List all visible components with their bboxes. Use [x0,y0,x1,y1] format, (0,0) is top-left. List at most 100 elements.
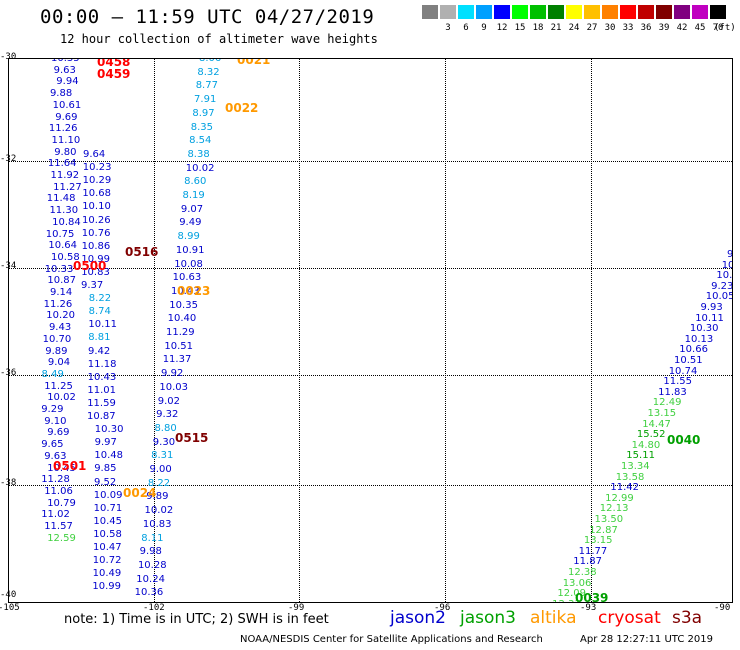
wave-height-value: 10.99 [92,581,122,593]
legend-label: 70 [712,23,724,33]
wave-height-value: 10.43 [170,285,200,297]
wave-height-value: 11.37 [162,354,192,366]
wave-height-value: 13.15 [583,535,613,547]
wave-height-value: 9.00 [149,464,172,475]
satellite-altika: altika [530,608,577,628]
credit-line: NOAA/NESDIS Center for Satellite Applica… [240,634,543,645]
wave-height-value: 9.04 [47,357,71,369]
wave-height-value: 9.80 [54,146,77,158]
satellite-jason2: jason2 [390,608,446,628]
footnote: note: 1) Time is in UTC; 2) SWH is in fe… [64,612,329,627]
satellite-s3a: s3a [672,608,703,628]
gridline-lat [9,485,732,486]
wave-height-value: 10.05 [705,291,733,303]
wave-height-value: 9.30 [152,436,176,448]
wave-height-value: 10.02 [47,392,76,404]
wave-height-value: 11.26 [48,123,78,135]
wave-height-value: 11.01 [87,384,117,396]
wave-height-value: 9.88 [49,88,73,100]
legend-swatch [494,5,510,19]
map-plot-area[interactable]: 10.35 9.63 9.94 9.88 10.61 9.69 11.26 11.10 9.80… [8,58,733,603]
wave-height-value: 11.18 [87,358,117,370]
timestamp: Apr 28 12:27:11 UTC 2019 [580,634,713,645]
wave-height-value: 8.35 [190,121,214,133]
lon-label: -99 [288,603,305,613]
wave-height-value: 12.99 [605,492,634,504]
satellite-cryosat: cryosat [598,608,661,628]
wave-height-value: 11.27 [53,181,82,193]
wave-height-value: 8.22 [88,293,112,305]
wave-height-value: 10.35 [51,58,80,64]
wave-height-value: 8.74 [88,306,111,318]
legend-label: 15 [514,23,526,33]
legend-swatch [548,5,564,19]
wave-height-value: 9.94 [56,76,79,88]
legend-label: 33 [622,23,634,33]
legend-swatch [674,5,690,19]
wave-height-value: 11.29 [166,327,195,338]
wave-height-value: 8.22 [147,477,171,489]
wave-height-value: 9.64 [83,149,106,160]
wave-height-value: 10.49 [92,568,122,580]
track-time-label: 0500 [73,259,107,273]
wave-height-value: 10.66 [679,344,708,356]
wave-height-value: 11.42 [610,482,640,494]
wave-height-value: 10.76 [81,227,111,239]
wave-height-value: 10.13 [684,333,714,345]
wave-height-value: 10.48 [94,450,124,462]
wave-height-value: 9 [727,249,733,260]
track-time-label: 0458 [97,58,131,69]
wave-height-value: 8.54 [189,135,212,147]
wave-height-value: 9.85 [94,463,117,475]
track-time-label: 0459 [97,67,131,81]
wave-height-value: 10.11 [88,319,118,331]
wave-height-value: 8.81 [88,332,111,344]
wave-height-value: 11.92 [50,170,80,181]
legend-label: 30 [604,23,616,33]
wave-height-value: 10.68 [82,188,112,200]
wave-height-value: 12.38 [568,567,597,578]
wave-height-value: 10.47 [93,542,122,553]
wave-height-value: 11.48 [46,193,76,205]
track-time-label: 0024 [123,486,157,500]
satellite-jason3: jason3 [460,608,516,628]
wave-height-value: 11.02 [41,509,70,521]
legend-label: 45 [694,23,706,33]
wave-height-value: 10.45 [47,462,76,474]
wave-height-value: 10.61 [52,99,82,111]
track-time-label: 0022 [225,101,259,115]
wave-height-value: 10.20 [46,310,75,322]
legend-swatch [710,5,726,19]
wave-height-value: 11.28 [41,474,70,486]
wave-height-value: 9.89 [45,345,68,357]
wave-height-value: 10.26 [82,214,111,226]
wave-height-value: 15.11 [626,450,655,462]
wave-height-value: 10.87 [47,275,76,287]
legend-swatch [692,5,708,19]
track-time-label: 0039 [575,591,609,603]
wave-height-value: 10.83 [81,266,110,278]
wave-height-value: 7.91 [194,94,217,106]
wave-height-value: 9.92 [161,368,184,380]
track-time-label: 0516 [125,245,159,259]
wave-height-value: 12.59 [47,532,76,544]
wave-height-value: 12.13 [599,503,629,515]
lon-label: -93 [580,603,597,613]
lon-label: -105 [0,603,20,613]
wave-height-value: 10.02 [144,505,174,517]
wave-height-value: 11.77 [578,545,608,557]
lon-label: -102 [143,603,165,613]
wave-height-value: 10.70 [42,333,72,345]
page-title: 00:00 – 11:59 UTC 04/27/2019 [40,6,375,28]
wave-height-value: 10.58 [51,251,80,263]
wave-height-value: 15.52 [636,429,666,441]
legend-swatch [602,5,618,19]
legend-label: 42 [676,23,688,33]
legend-label: 27 [586,23,598,33]
wave-height-value: 11.10 [51,134,81,146]
wave-height-value: 10.87 [87,411,116,422]
wave-height-value: 11.64 [47,158,77,170]
wave-height-value: 10.30 [94,424,124,436]
wave-height-value: 10.33 [44,263,74,275]
wave-height-value: 13.34 [621,461,650,472]
